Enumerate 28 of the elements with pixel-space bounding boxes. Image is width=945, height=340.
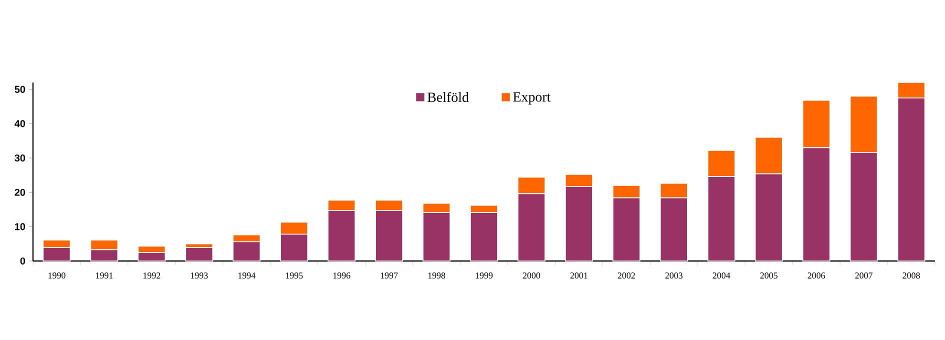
x-tick-label: 2000 xyxy=(522,272,540,279)
x-tick-label: 2004 xyxy=(712,272,730,279)
y-tick-label: 30 xyxy=(14,154,26,162)
x-tick-label: 1990 xyxy=(48,272,66,279)
x-tick-label: 2006 xyxy=(808,272,826,279)
x-tick-label: 1992 xyxy=(144,272,160,279)
x-tick-label: 2008 xyxy=(902,272,920,279)
y-tick-label: 20 xyxy=(14,188,26,196)
y-tick-label: 40 xyxy=(14,120,26,128)
x-tick-label: 2001 xyxy=(570,272,588,279)
x-tick-label: 2003 xyxy=(665,272,683,279)
x-tick-label: 1993 xyxy=(190,272,208,279)
x-tick-label: 1991 xyxy=(96,272,113,279)
x-tick-label: 1999 xyxy=(476,272,493,279)
y-tick-label: 0 xyxy=(20,257,26,265)
x-tick-label: 1997 xyxy=(380,272,398,279)
y-tick-label: 50 xyxy=(14,86,26,93)
bar xyxy=(185,247,214,262)
x-tick-label: 2002 xyxy=(618,272,635,279)
x-tick-label: 1995 xyxy=(286,272,303,279)
x-tick-label: 1998 xyxy=(428,272,446,279)
legend-label: Export xyxy=(513,92,551,104)
legend-label: Belföld xyxy=(428,92,469,102)
x-tick-label: 1994 xyxy=(238,272,256,279)
y-tick-label: 10 xyxy=(15,223,26,230)
x-tick-label: 2007 xyxy=(855,272,872,279)
x-tick-label: 2005 xyxy=(760,272,778,279)
x-tick-label: 1996 xyxy=(333,272,350,279)
